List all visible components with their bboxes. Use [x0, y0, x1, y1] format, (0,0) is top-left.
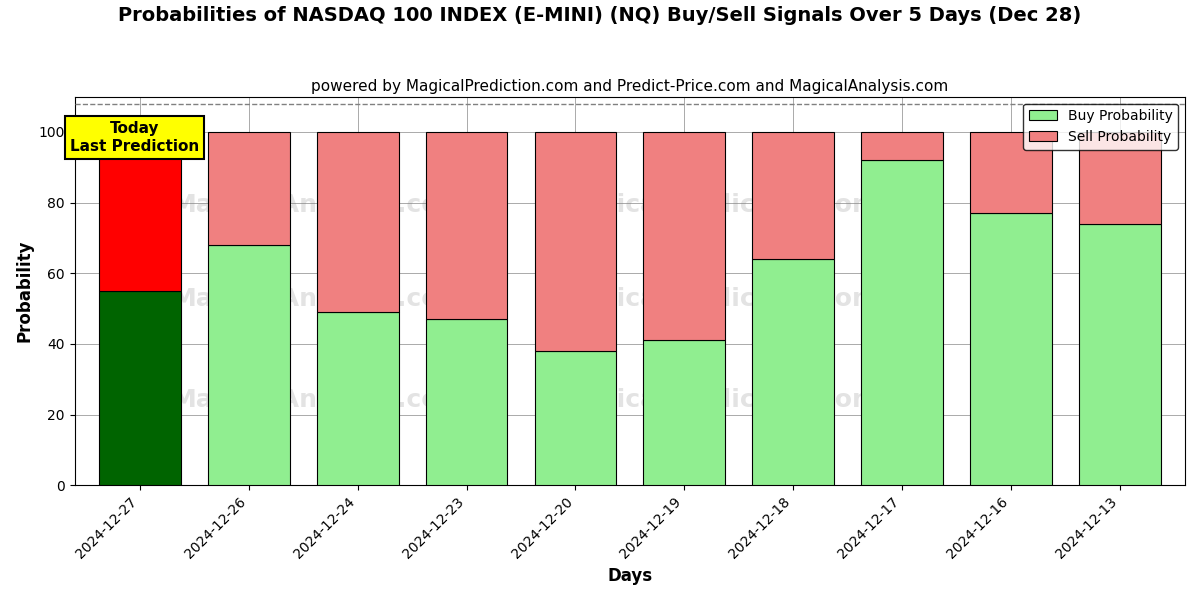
Bar	[1079, 224, 1160, 485]
Bar	[100, 132, 181, 291]
Bar	[970, 213, 1051, 485]
Text: MagicalPrediction.com: MagicalPrediction.com	[558, 287, 880, 311]
Text: Today
Last Prediction: Today Last Prediction	[70, 121, 199, 154]
Bar	[534, 132, 617, 351]
Bar	[862, 132, 943, 160]
Bar	[208, 245, 289, 485]
Bar	[970, 132, 1051, 213]
Bar	[643, 132, 725, 340]
Text: MagicalAnalysis.com: MagicalAnalysis.com	[172, 193, 466, 217]
Bar	[752, 132, 834, 259]
Text: Probabilities of NASDAQ 100 INDEX (E-MINI) (NQ) Buy/Sell Signals Over 5 Days (De: Probabilities of NASDAQ 100 INDEX (E-MIN…	[119, 6, 1081, 25]
Bar	[1079, 132, 1160, 224]
Bar	[752, 259, 834, 485]
Bar	[426, 132, 508, 319]
Bar	[426, 319, 508, 485]
X-axis label: Days: Days	[607, 567, 653, 585]
Bar	[643, 340, 725, 485]
Title: powered by MagicalPrediction.com and Predict-Price.com and MagicalAnalysis.com: powered by MagicalPrediction.com and Pre…	[311, 79, 948, 94]
Bar	[100, 291, 181, 485]
Text: MagicalPrediction.com: MagicalPrediction.com	[558, 388, 880, 412]
Bar	[317, 312, 398, 485]
Text: MagicalPrediction.com: MagicalPrediction.com	[558, 193, 880, 217]
Bar	[208, 132, 289, 245]
Y-axis label: Probability: Probability	[16, 239, 34, 342]
Text: MagicalAnalysis.com: MagicalAnalysis.com	[172, 287, 466, 311]
Legend: Buy Probability, Sell Probability: Buy Probability, Sell Probability	[1024, 104, 1178, 149]
Bar	[534, 351, 617, 485]
Bar	[862, 160, 943, 485]
Bar	[317, 132, 398, 312]
Text: MagicalAnalysis.com: MagicalAnalysis.com	[172, 388, 466, 412]
